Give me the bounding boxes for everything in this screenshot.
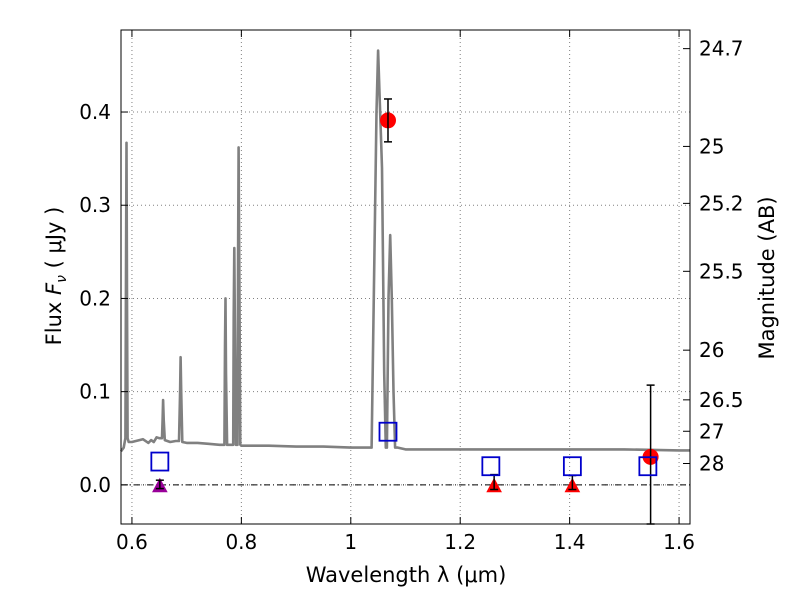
y-tick-label: 0.4 — [79, 100, 111, 124]
y2-tick-label: 25.5 — [699, 259, 744, 283]
model-spectrum — [119, 49, 690, 453]
y2-tick-label: 26.5 — [699, 388, 744, 412]
model-photometry-box — [378, 421, 398, 442]
model-photometry-box — [638, 456, 658, 477]
model-photometry-box — [562, 456, 582, 477]
y-tick-label: 0.1 — [79, 380, 111, 404]
x-tick-label: 1.4 — [554, 530, 586, 554]
ticks — [121, 30, 690, 524]
x-tick-label: 1.2 — [444, 530, 476, 554]
x-tick-labels: 0.6 0.8 1 1.2 1.4 1.6 — [116, 530, 695, 554]
y2-tick-labels: 24.7 25 25.2 25.5 26 26.5 27 28 — [699, 37, 744, 476]
y-axis-label-prefix: Flux — [42, 295, 66, 345]
y2-tick-label: 24.7 — [699, 37, 744, 61]
y-tick-labels: 0.0 0.1 0.2 0.3 0.4 — [79, 100, 111, 497]
y-tick-label: 0.2 — [79, 286, 111, 310]
y2-tick-label: 25.2 — [699, 191, 744, 215]
x-tick-label: 1.6 — [663, 530, 695, 554]
model-photometry-box — [150, 451, 170, 472]
photometry-markers — [150, 98, 659, 525]
y-axis-label-sub: ν — [54, 275, 70, 283]
grid — [121, 30, 690, 524]
x-tick-label: 1 — [344, 530, 357, 554]
x-tick-label: 0.8 — [225, 530, 257, 554]
y2-tick-label: 25 — [699, 134, 724, 158]
y2-axis-label: Magnitude (AB) — [755, 196, 779, 359]
x-tick-label: 0.6 — [116, 530, 148, 554]
y-tick-label: 0.3 — [79, 193, 111, 217]
y-tick-label: 0.0 — [79, 473, 111, 497]
spectrum-line — [119, 49, 690, 453]
y-axis-label-suffix: ( μJy ) — [42, 207, 66, 275]
y2-tick-label: 28 — [699, 452, 724, 476]
plot-frame — [120, 29, 691, 525]
y-axis-label: Flux Fν ( μJy ) — [42, 207, 70, 346]
y2-tick-label: 26 — [699, 338, 724, 362]
y-axis-label-var: F — [42, 282, 66, 295]
model-photometry-box — [481, 456, 501, 477]
x-axis-label: Wavelength λ (μm) — [306, 563, 507, 587]
y2-tick-label: 27 — [699, 419, 724, 443]
